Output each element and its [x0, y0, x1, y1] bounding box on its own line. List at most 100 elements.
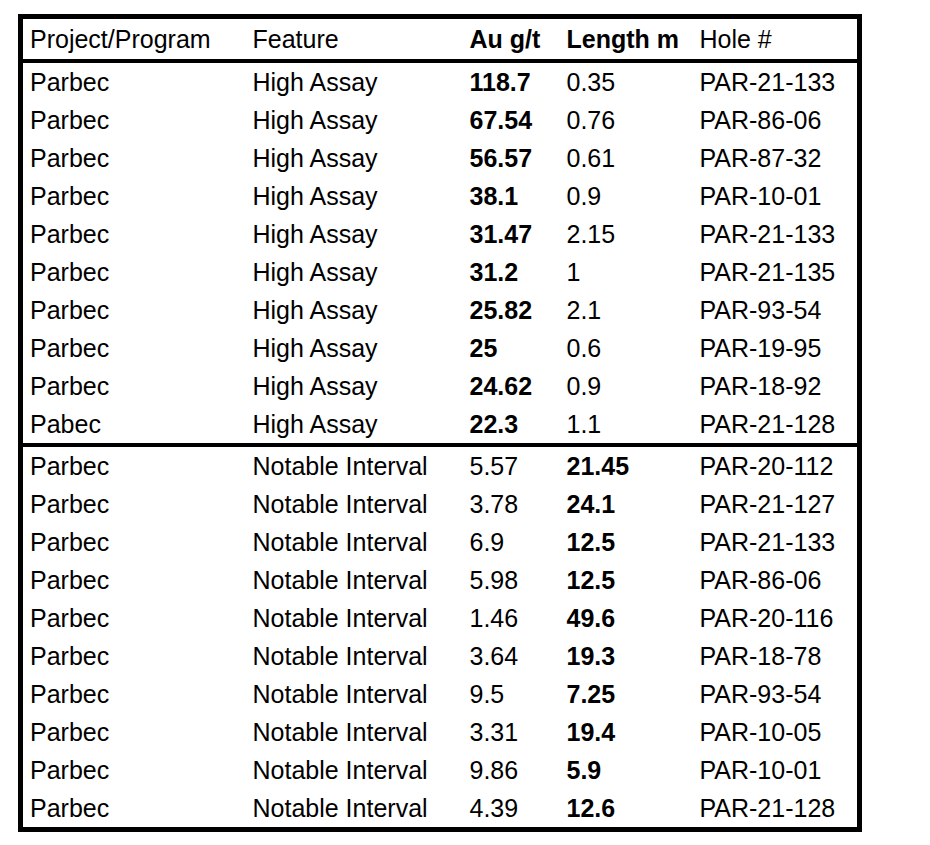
table-cell: PAR-21-135 [693, 253, 860, 291]
table-cell: Notable Interval [246, 561, 463, 599]
table-cell: High Assay [246, 177, 463, 215]
assay-table-container: Project/Program Feature Au g/t Length m … [18, 14, 862, 832]
header-length-m: Length m [560, 17, 693, 62]
table-row: ParbecHigh Assay250.6PAR-19-95 [21, 329, 860, 367]
table-row: ParbecNotable Interval3.6419.3PAR-18-78 [21, 637, 860, 675]
table-row: ParbecNotable Interval5.9812.5PAR-86-06 [21, 561, 860, 599]
table-cell: 118.7 [463, 61, 560, 101]
table-cell: PAR-21-133 [693, 523, 860, 561]
table-row: ParbecNotable Interval1.4649.6PAR-20-116 [21, 599, 860, 637]
table-cell: Notable Interval [246, 445, 463, 485]
table-cell: PAR-21-127 [693, 485, 860, 523]
table-cell: Parbec [21, 751, 246, 789]
table-cell: Notable Interval [246, 713, 463, 751]
table-cell: High Assay [246, 215, 463, 253]
table-cell: 12.5 [560, 561, 693, 599]
table-cell: High Assay [246, 291, 463, 329]
table-cell: Parbec [21, 215, 246, 253]
table-cell: PAR-21-128 [693, 789, 860, 830]
table-row: ParbecNotable Interval5.5721.45PAR-20-11… [21, 445, 860, 485]
table-cell: 31.2 [463, 253, 560, 291]
table-cell: Parbec [21, 139, 246, 177]
table-cell: 5.9 [560, 751, 693, 789]
table-cell: Parbec [21, 485, 246, 523]
table-cell: 24.1 [560, 485, 693, 523]
table-cell: Notable Interval [246, 637, 463, 675]
table-row: ParbecHigh Assay118.70.35PAR-21-133 [21, 61, 860, 101]
header-row: Project/Program Feature Au g/t Length m … [21, 17, 860, 62]
table-cell: Parbec [21, 599, 246, 637]
table-cell: PAR-93-54 [693, 291, 860, 329]
table-row: ParbecNotable Interval6.912.5PAR-21-133 [21, 523, 860, 561]
table-cell: High Assay [246, 253, 463, 291]
table-cell: 5.98 [463, 561, 560, 599]
table-cell: 0.6 [560, 329, 693, 367]
table-cell: Pabec [21, 405, 246, 445]
table-cell: High Assay [246, 367, 463, 405]
table-cell: 4.39 [463, 789, 560, 830]
table-row: ParbecHigh Assay31.472.15PAR-21-133 [21, 215, 860, 253]
table-cell: PAR-20-112 [693, 445, 860, 485]
table-cell: Parbec [21, 101, 246, 139]
table-cell: Parbec [21, 367, 246, 405]
table-cell: 12.5 [560, 523, 693, 561]
table-cell: 38.1 [463, 177, 560, 215]
table-cell: Parbec [21, 253, 246, 291]
table-cell: PAR-18-92 [693, 367, 860, 405]
table-cell: PAR-21-133 [693, 61, 860, 101]
table-cell: High Assay [246, 405, 463, 445]
section-high-assay: ParbecHigh Assay118.70.35PAR-21-133Parbe… [21, 61, 860, 445]
table-cell: High Assay [246, 101, 463, 139]
table-cell: 0.9 [560, 367, 693, 405]
table-row: ParbecNotable Interval9.865.9PAR-10-01 [21, 751, 860, 789]
table-cell: Notable Interval [246, 751, 463, 789]
table-cell: Notable Interval [246, 599, 463, 637]
table-cell: Parbec [21, 61, 246, 101]
table-row: ParbecNotable Interval4.3912.6PAR-21-128 [21, 789, 860, 830]
table-cell: Parbec [21, 523, 246, 561]
table-cell: 12.6 [560, 789, 693, 830]
table-cell: PAR-20-116 [693, 599, 860, 637]
header-hole-number: Hole # [693, 17, 860, 62]
table-cell: 25.82 [463, 291, 560, 329]
table-row: PabecHigh Assay22.31.1PAR-21-128 [21, 405, 860, 445]
header-project-program: Project/Program [21, 17, 246, 62]
table-cell: 5.57 [463, 445, 560, 485]
table-cell: 3.78 [463, 485, 560, 523]
table-cell: PAR-86-06 [693, 561, 860, 599]
table-cell: High Assay [246, 139, 463, 177]
header-feature: Feature [246, 17, 463, 62]
table-cell: PAR-87-32 [693, 139, 860, 177]
table-cell: 1.46 [463, 599, 560, 637]
table-cell: PAR-10-01 [693, 177, 860, 215]
table-cell: 25 [463, 329, 560, 367]
table-cell: Parbec [21, 675, 246, 713]
table-cell: 2.15 [560, 215, 693, 253]
header-au-gt: Au g/t [463, 17, 560, 62]
table-cell: 3.31 [463, 713, 560, 751]
table-cell: Parbec [21, 637, 246, 675]
table-cell: 56.57 [463, 139, 560, 177]
table-cell: 7.25 [560, 675, 693, 713]
table-cell: Parbec [21, 789, 246, 830]
table-cell: PAR-10-01 [693, 751, 860, 789]
table-cell: 19.4 [560, 713, 693, 751]
table-cell: Parbec [21, 329, 246, 367]
table-row: ParbecNotable Interval3.3119.4PAR-10-05 [21, 713, 860, 751]
table-cell: 0.61 [560, 139, 693, 177]
table-row: ParbecHigh Assay25.822.1PAR-93-54 [21, 291, 860, 329]
table-cell: 21.45 [560, 445, 693, 485]
table-cell: PAR-21-128 [693, 405, 860, 445]
table-cell: 9.86 [463, 751, 560, 789]
table-cell: Parbec [21, 713, 246, 751]
table-cell: PAR-19-95 [693, 329, 860, 367]
table-cell: Parbec [21, 561, 246, 599]
table-cell: 22.3 [463, 405, 560, 445]
table-row: ParbecNotable Interval3.7824.1PAR-21-127 [21, 485, 860, 523]
table-cell: 0.76 [560, 101, 693, 139]
assay-results-table: Project/Program Feature Au g/t Length m … [18, 14, 862, 832]
table-cell: PAR-86-06 [693, 101, 860, 139]
table-row: ParbecHigh Assay31.21PAR-21-135 [21, 253, 860, 291]
table-cell: Parbec [21, 177, 246, 215]
table-cell: 24.62 [463, 367, 560, 405]
